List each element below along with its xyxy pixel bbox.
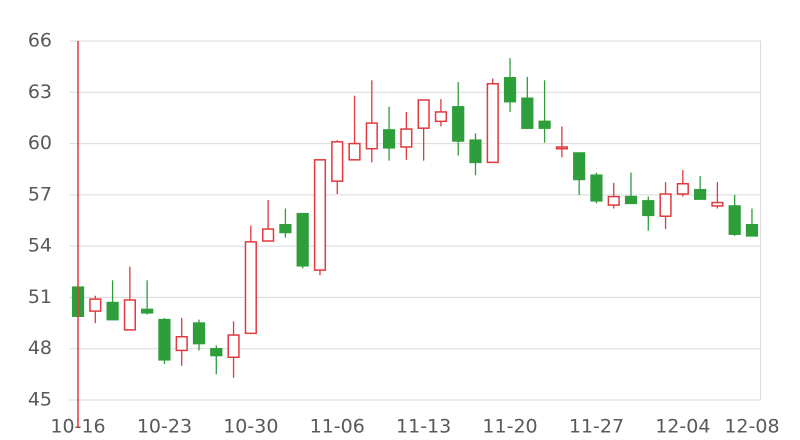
candle-body bbox=[192, 322, 206, 345]
candle-body bbox=[331, 141, 344, 182]
candle-body bbox=[503, 77, 517, 103]
candle-body bbox=[469, 139, 482, 164]
y-tick-label: 54 bbox=[28, 235, 52, 257]
candle-body bbox=[279, 224, 292, 234]
candle-body bbox=[711, 201, 724, 207]
candle-body bbox=[659, 193, 672, 217]
candle-body bbox=[434, 111, 448, 123]
y-tick-label: 45 bbox=[28, 389, 52, 411]
y-tick-label: 51 bbox=[28, 286, 52, 308]
x-tick-label: 12-08 bbox=[724, 416, 779, 438]
candle-body bbox=[106, 301, 119, 321]
candle-body bbox=[590, 174, 603, 202]
y-tick-label: 60 bbox=[28, 132, 52, 154]
candle-body bbox=[141, 308, 154, 314]
candle-body bbox=[694, 188, 707, 200]
candle-body bbox=[624, 195, 638, 205]
candle-body bbox=[348, 142, 361, 161]
candle-body bbox=[400, 128, 413, 148]
x-tick-label: 11-06 bbox=[310, 416, 365, 438]
candle-body bbox=[382, 129, 396, 149]
candle-body bbox=[158, 318, 171, 361]
y-tick-label: 48 bbox=[28, 337, 52, 359]
candle-body bbox=[210, 347, 223, 357]
x-tick-label: 10-30 bbox=[223, 416, 278, 438]
candle-body bbox=[296, 212, 309, 267]
candle-body bbox=[313, 159, 327, 271]
candle-body bbox=[642, 200, 655, 217]
candle-body bbox=[728, 205, 741, 235]
candle-body bbox=[555, 146, 568, 150]
candle-body bbox=[521, 97, 534, 129]
x-tick-label: 11-27 bbox=[569, 416, 624, 438]
x-tick-label: 10-23 bbox=[137, 416, 192, 438]
x-tick-label: 11-20 bbox=[482, 416, 537, 438]
y-tick-label: 57 bbox=[28, 183, 52, 205]
candle-body bbox=[607, 195, 620, 206]
candle-body bbox=[573, 152, 586, 181]
candle-body bbox=[452, 106, 465, 142]
y-tick-label: 63 bbox=[28, 81, 52, 103]
candle-body bbox=[227, 334, 240, 359]
candle-body bbox=[244, 241, 257, 335]
candle-body bbox=[123, 299, 136, 331]
candle-body bbox=[89, 298, 102, 312]
candle-body bbox=[262, 228, 275, 242]
candle-body bbox=[365, 122, 378, 150]
candle-body bbox=[538, 120, 551, 129]
x-tick-label: 11-13 bbox=[396, 416, 451, 438]
x-tick-label: 12-04 bbox=[655, 416, 710, 438]
y-tick-label: 66 bbox=[28, 30, 52, 52]
candle-body bbox=[745, 224, 759, 237]
candle-body bbox=[417, 99, 430, 129]
candle-body bbox=[175, 335, 188, 352]
candle-body bbox=[676, 182, 689, 195]
candle-body bbox=[486, 82, 499, 164]
